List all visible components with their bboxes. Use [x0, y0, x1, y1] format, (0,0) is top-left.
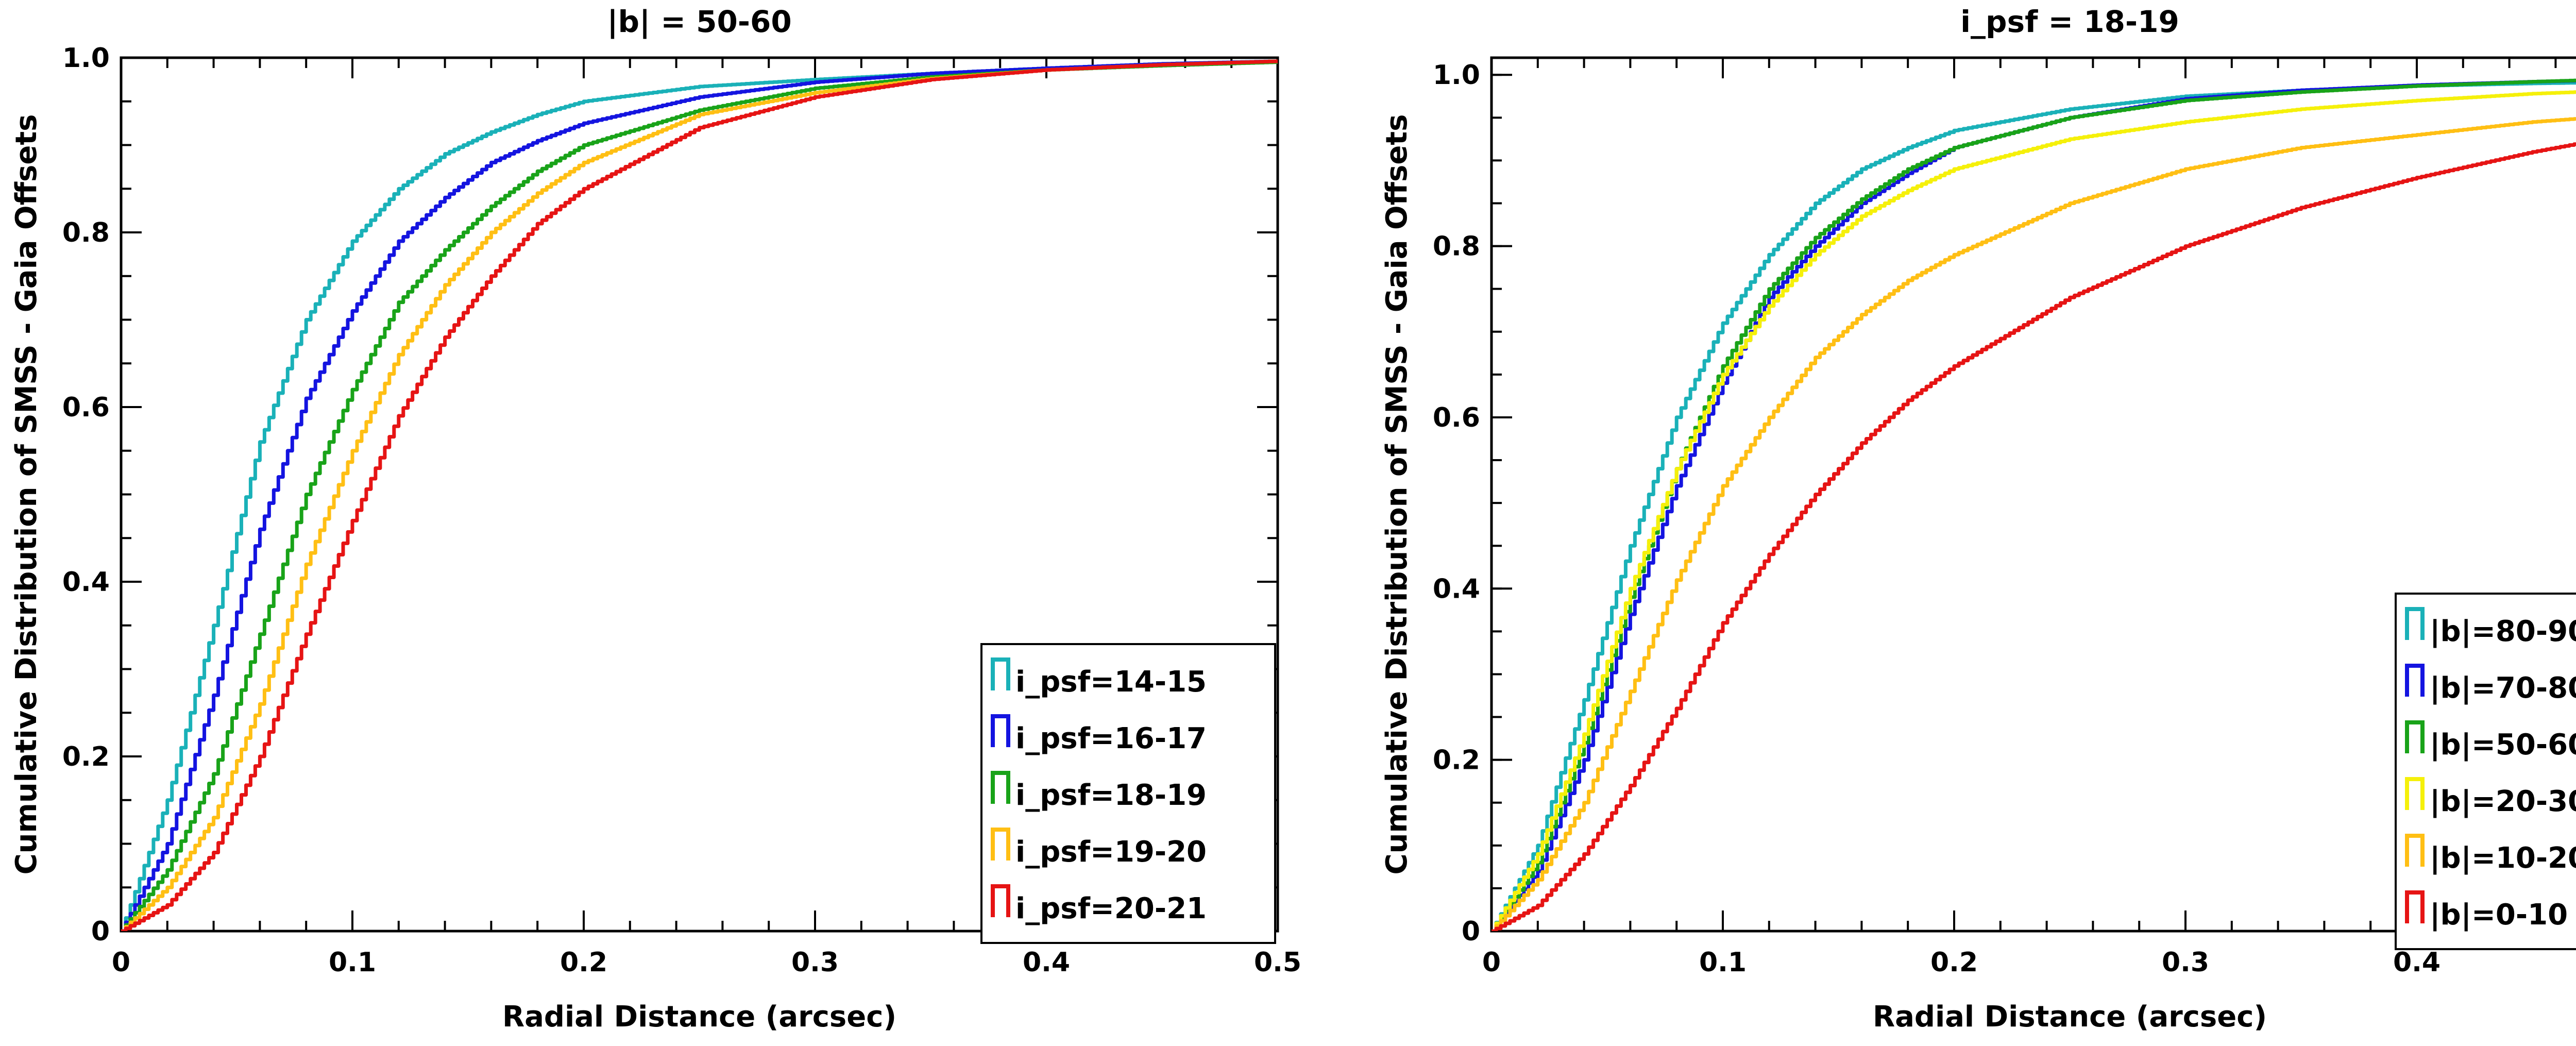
y-tick-label: 0.4: [62, 567, 110, 598]
y-tick-label: 1.0: [1433, 60, 1480, 91]
legend-swatch: [2405, 664, 2425, 697]
y-tick-label: 0.8: [1433, 231, 1480, 262]
x-tick-label: 0.3: [791, 947, 839, 978]
y-tick-label: 1.0: [62, 43, 110, 74]
legend-swatch: [991, 657, 1010, 690]
legend-label: |b|=70-80: [2430, 671, 2576, 705]
panel-left: |b| = 50-60 0 0.1 0.2 0.3 0.4 0.5 0 0.2 0.4 0.6 0.8…: [10, 4, 1301, 1034]
legend-label: |b|=50-60: [2430, 728, 2576, 762]
x-axis-label: Radial Distance (arcsec): [502, 1000, 896, 1034]
legend-swatch: [2405, 720, 2425, 753]
series-line-4: [1492, 117, 2576, 931]
legend-label: |b|=0-10: [2430, 898, 2568, 932]
y-tick-label: 0: [1462, 916, 1480, 947]
y-tick-label: 0.2: [1433, 745, 1480, 776]
x-tick-label: 0.5: [1254, 947, 1301, 978]
legend-label: i_psf=18-19: [1015, 779, 1207, 812]
legend-label: i_psf=16-17: [1015, 722, 1207, 755]
x-tick-label: 0.2: [560, 947, 607, 978]
panel-right: i_psf = 18-1900.10.20.30.40.500.20.40.60…: [1380, 4, 2576, 1034]
series-line-3: [1492, 90, 2576, 931]
legend-swatch: [991, 714, 1010, 747]
legend-label: |b|=10-20: [2430, 841, 2576, 875]
legend-swatch: [991, 884, 1010, 917]
legend-label: |b|=20-30: [2430, 785, 2576, 818]
legend-swatch: [2405, 777, 2425, 810]
y-tick-label: 0.6: [62, 392, 110, 423]
y-tick-label: 0.4: [1433, 573, 1480, 604]
legend-swatch: [991, 771, 1010, 804]
x-axis-label: Radial Distance (arcsec): [1873, 1000, 2267, 1034]
x-tick-label: 0.1: [1699, 947, 1747, 978]
legend-box: [2395, 593, 2576, 950]
x-tick-label: 0: [1482, 947, 1501, 978]
series-line-4: [121, 59, 1278, 931]
y-tick-label: 0.6: [1433, 402, 1480, 433]
legend-box: [980, 643, 1276, 944]
legend-swatch: [991, 828, 1010, 861]
x-tick-label: 0.3: [2162, 947, 2209, 978]
chart-title: |b| = 50-60: [607, 4, 791, 39]
legend-label: i_psf=20-21: [1015, 892, 1207, 925]
legend: |b|=80-90 |b|=70-80 |b|=50-60 |b|=20-30 |b|=…: [2395, 593, 2576, 950]
x-tick-label: 0.2: [1930, 947, 1978, 978]
legend-swatch: [2405, 834, 2425, 867]
legend-label: |b|=80-90: [2430, 615, 2576, 648]
series-line-5: [1492, 142, 2576, 931]
y-tick-label: 0: [91, 916, 110, 947]
legend-label: i_psf=14-15: [1015, 665, 1207, 699]
legend-label: i_psf=19-20: [1015, 835, 1207, 869]
legend: i_psf=14-15 i_psf=16-17 i_psf=18-19 i_psf=1…: [980, 643, 1276, 944]
x-tick-label: 0: [112, 947, 130, 978]
y-axis-label: Cumulative Distribution of SMSS - Gaia O…: [1380, 114, 1414, 875]
x-tick-label: 0.4: [2393, 947, 2441, 978]
x-tick-label: 0.1: [329, 947, 376, 978]
y-tick-label: 0.8: [62, 217, 110, 248]
legend-swatch: [2405, 890, 2425, 923]
legend-swatch: [2405, 607, 2425, 640]
y-axis-label: Cumulative Distribution of SMSS - Gaia O…: [10, 114, 43, 875]
plot-area: [1490, 56, 2576, 933]
x-tick-label: 0.4: [1023, 947, 1070, 978]
chart-title: i_psf = 18-19: [1960, 4, 2179, 39]
y-tick-label: 0.2: [62, 741, 110, 772]
